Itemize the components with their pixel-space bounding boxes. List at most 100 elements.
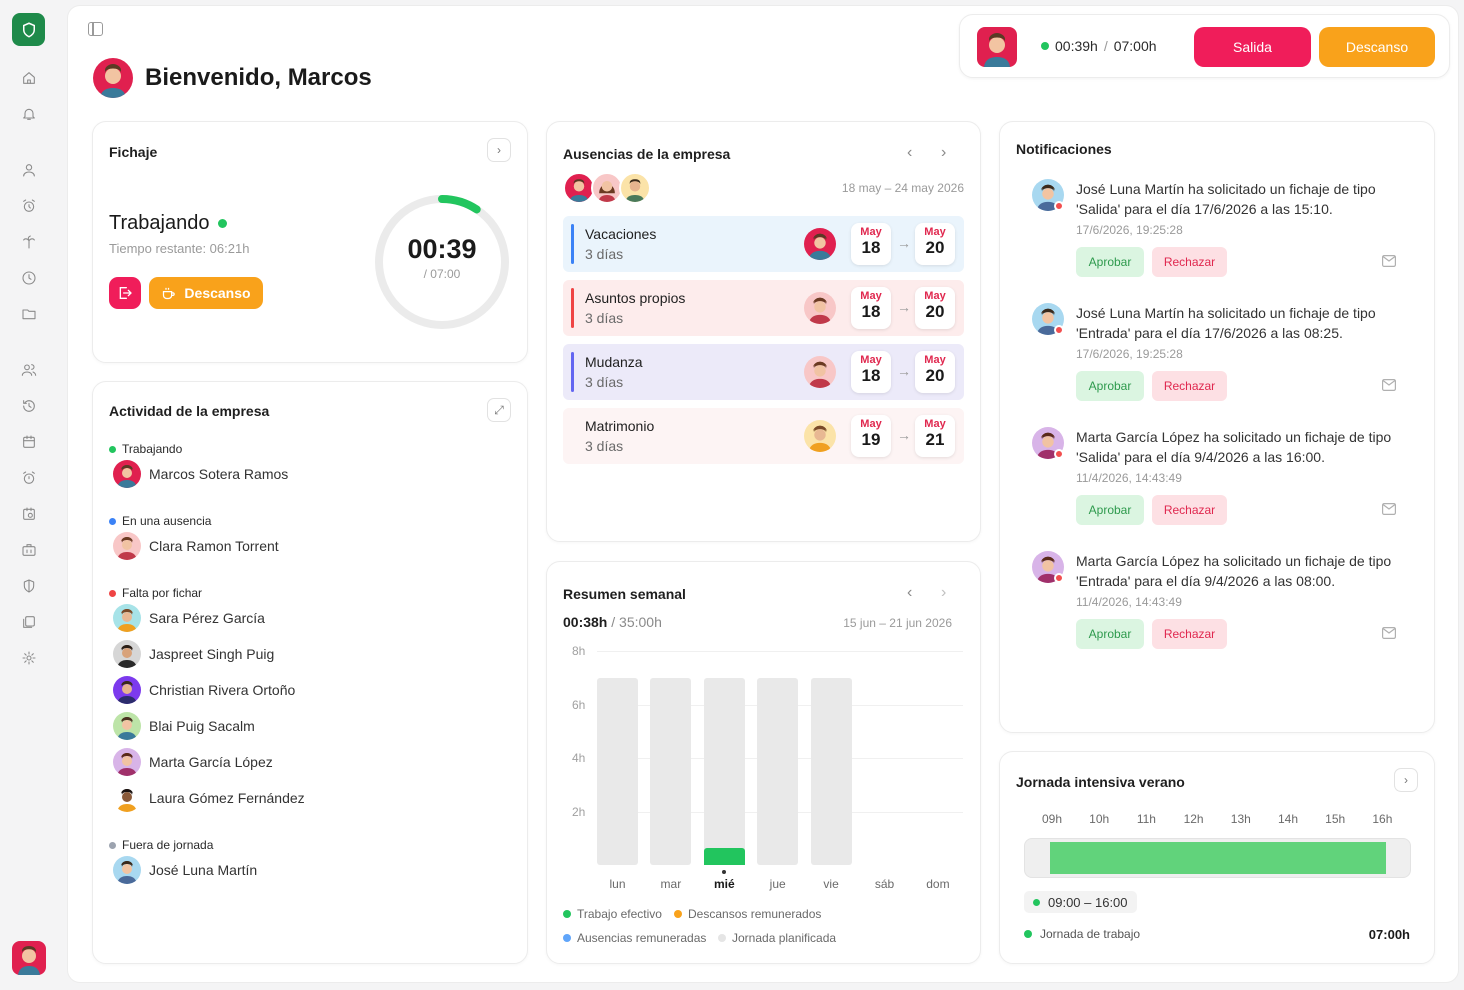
users-icon[interactable]	[19, 360, 39, 380]
mail-icon[interactable]	[1382, 503, 1396, 515]
person-name: Marta García López	[149, 754, 273, 770]
palm-tree-icon[interactable]	[19, 232, 39, 252]
reject-button[interactable]: Rechazar	[1152, 371, 1227, 401]
reject-button[interactable]: Rechazar	[1152, 247, 1227, 277]
alarm-clock-icon[interactable]	[19, 468, 39, 488]
planned-bar[interactable]	[757, 677, 799, 865]
avatar	[804, 228, 836, 260]
notification-time: 17/6/2026, 19:25:28	[1076, 347, 1183, 361]
schedule-track	[1024, 838, 1411, 878]
absence-row[interactable]: Asuntos propios 3 días May 18 → May 20	[563, 280, 964, 336]
break-button[interactable]: Descanso	[149, 277, 263, 309]
descanso-button[interactable]: Descanso	[1319, 27, 1435, 67]
user-avatar[interactable]	[12, 941, 46, 975]
sidebar-toggle-icon[interactable]	[88, 22, 103, 36]
reject-button[interactable]: Rechazar	[1152, 495, 1227, 525]
shield-icon[interactable]	[19, 576, 39, 596]
person-row[interactable]: Clara Ramon Torrent	[113, 532, 279, 560]
briefcase-icon[interactable]	[19, 540, 39, 560]
planned-bar[interactable]	[703, 677, 745, 865]
person-row[interactable]: Sara Pérez García	[113, 604, 265, 632]
avatar	[113, 784, 141, 812]
chevron-left-icon[interactable]: ‹	[907, 144, 913, 161]
planned-bar[interactable]	[650, 677, 692, 865]
absence-name: Vacaciones	[585, 226, 657, 242]
absence-days: 3 días	[585, 310, 624, 326]
approve-button[interactable]: Aprobar	[1076, 495, 1144, 525]
shield-logo-icon[interactable]	[12, 13, 45, 46]
avatar	[1032, 179, 1064, 211]
chevron-left-icon[interactable]: ‹	[907, 584, 913, 601]
chevron-right-icon[interactable]: ›	[941, 144, 947, 161]
clock-total: 07:00h	[1113, 38, 1157, 54]
user-icon[interactable]	[19, 160, 39, 180]
effective-bar[interactable]	[703, 848, 745, 865]
section-label: En una ausencia	[122, 514, 212, 528]
reject-button[interactable]: Rechazar	[1152, 619, 1227, 649]
mail-icon[interactable]	[1382, 255, 1396, 267]
person-name: Sara Pérez García	[149, 610, 265, 626]
total-time: / 07:00	[423, 267, 461, 281]
absence-row[interactable]: Mudanza 3 días May 18 → May 20	[563, 344, 964, 400]
bell-icon[interactable]	[19, 104, 39, 124]
planned-bar[interactable]	[597, 677, 638, 865]
notification-text: Marta García López ha solicitado un fich…	[1076, 429, 1392, 465]
card-title: Jornada intensiva verano	[1016, 774, 1185, 790]
start-date: May 18	[851, 351, 891, 393]
ausencias-card: Ausencias de la empresa ‹ › 18 may – 24 …	[546, 121, 981, 542]
absence-row[interactable]: Vacaciones 3 días May 18 → May 20	[563, 216, 964, 272]
main-content: Bienvenido, Marcos 00:39h / 07:00h Salid…	[68, 6, 1458, 982]
absence-row[interactable]: Matrimonio 3 días May 19 → May 21	[563, 408, 964, 464]
person-name: Jaspreet Singh Puig	[149, 646, 275, 662]
x-tick-label: mar	[660, 877, 682, 891]
chevron-right-icon[interactable]: ›	[1394, 768, 1418, 792]
approve-button[interactable]: Aprobar	[1076, 371, 1144, 401]
notificaciones-card: Notificaciones José Luna Martín ha solic…	[999, 121, 1435, 733]
notification-text: José Luna Martín ha solicitado un fichaj…	[1076, 305, 1376, 341]
approve-button[interactable]: Aprobar	[1076, 619, 1144, 649]
chevron-right-icon[interactable]: ›	[487, 138, 511, 162]
calendar-clock-icon[interactable]	[19, 504, 39, 524]
person-row[interactable]: Christian Rivera Ortoño	[113, 676, 295, 704]
person-row[interactable]: Marta García López	[113, 748, 273, 776]
alarm-icon[interactable]	[19, 196, 39, 216]
calendar-icon[interactable]	[19, 432, 39, 452]
avatar	[804, 420, 836, 452]
settings-icon[interactable]	[19, 648, 39, 668]
mail-icon[interactable]	[1382, 379, 1396, 391]
chevron-right-icon[interactable]: ›	[941, 584, 947, 601]
planned-bar[interactable]	[810, 677, 852, 865]
person-row[interactable]: Jaspreet Singh Puig	[113, 640, 274, 668]
avatar	[113, 460, 141, 488]
schedule-range: 09:00 – 16:00	[1024, 891, 1137, 913]
salida-button[interactable]: Salida	[1194, 27, 1311, 67]
avatar	[93, 58, 133, 98]
gridline	[597, 651, 963, 652]
person-row[interactable]: Marcos Sotera Ramos	[113, 460, 288, 488]
worked-hours: 00:38h	[563, 614, 608, 630]
work-status: Trabajando	[109, 212, 228, 235]
exit-button[interactable]	[109, 277, 141, 309]
person-row[interactable]: José Luna Martín	[113, 856, 257, 884]
notification-time: 17/6/2026, 19:25:28	[1076, 223, 1183, 237]
history-icon[interactable]	[19, 396, 39, 416]
avatar	[977, 27, 1017, 67]
clock-icon[interactable]	[19, 268, 39, 288]
folder-icon[interactable]	[19, 304, 39, 324]
person-row[interactable]: Blai Puig Sacalm	[113, 712, 255, 740]
legend-item: Trabajo efectivo	[563, 907, 662, 921]
expand-icon[interactable]: ⤢	[487, 398, 511, 422]
documents-icon[interactable]	[19, 612, 39, 632]
card-title: Fichaje	[109, 144, 158, 160]
start-date: May 18	[851, 223, 891, 265]
home-icon[interactable]	[19, 68, 39, 88]
approve-button[interactable]: Aprobar	[1076, 247, 1144, 277]
avatar-stack	[563, 172, 651, 204]
avatar	[113, 640, 141, 668]
person-row[interactable]: Laura Gómez Fernández	[113, 784, 305, 812]
end-date: May 20	[915, 287, 955, 329]
avatar	[113, 712, 141, 740]
mail-icon[interactable]	[1382, 627, 1396, 639]
avatar	[113, 676, 141, 704]
absence-days: 3 días	[585, 246, 624, 262]
